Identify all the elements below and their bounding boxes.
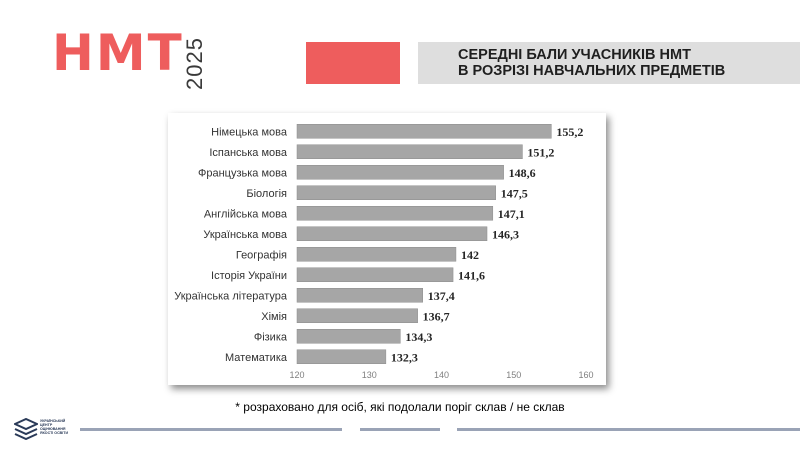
value-label: 147,1 [498,207,525,221]
header-title-box: СЕРЕДНІ БАЛИ УЧАСНИКІВ НМТ В РОЗРІЗІ НАВ… [418,42,800,84]
value-label: 137,4 [428,289,455,303]
category-label: Хімія [261,311,287,323]
category-label: Англійська мова [204,208,288,220]
org-name: УКРАЇНСЬКИЙ ЦЕНТР ОЦІНЮВАННЯ ЯКОСТІ ОСВІ… [40,419,69,435]
category-label: Українська література [174,290,288,302]
value-label: 141,6 [458,268,485,282]
accent-block [306,42,400,84]
category-label: Українська мова [203,229,288,241]
category-label: Географія [236,249,287,261]
x-tick-label: 140 [434,370,449,380]
header-title-line2: В РОЗРІЗІ НАВЧАЛЬНИХ ПРЕДМЕТІВ [458,63,726,79]
x-tick-label: 120 [289,370,304,380]
x-tick-label: 130 [362,370,377,380]
footer-divider-left [80,428,342,431]
footer-divider-right [457,428,800,431]
value-label: 155,2 [556,125,583,139]
bar-chart: Німецька мова 155,2 Іспанська мова 151,2 Фра… [174,124,594,380]
value-label: 151,2 [527,145,554,159]
category-label: Іспанська мова [209,147,288,159]
value-label: 132,3 [391,350,418,364]
category-label: Фізика [254,331,288,343]
bar [296,349,387,364]
header-title-line1: СЕРЕДНІ БАЛИ УЧАСНИКІВ НМТ [458,47,691,63]
value-label: 136,7 [423,309,450,323]
category-label: Математика [225,352,288,364]
category-label: Німецька мова [211,126,288,138]
bar [296,144,523,159]
footnote: * розраховано для осіб, які подолали пор… [235,400,565,414]
value-label: 134,3 [405,330,432,344]
value-label: 142 [461,248,479,262]
bar [296,267,454,282]
bar [296,185,496,200]
footer-divider-middle [360,428,440,431]
bar [296,165,504,180]
bar [296,247,457,262]
category-label: Біологія [246,188,287,200]
value-label: 146,3 [492,227,519,241]
bar [296,329,401,344]
chart-card: Німецька мова 155,2 Іспанська мова 151,2 Фра… [168,113,606,385]
brand-title: НМТ [52,24,184,82]
bar [296,288,423,303]
category-label: Французька мова [198,167,288,179]
brand-year: 2025 [182,37,207,90]
bar [296,206,494,221]
bar [296,226,488,241]
bar [296,308,418,323]
x-tick-label: 150 [506,370,521,380]
org-logo-icon [14,418,38,440]
value-label: 148,6 [509,166,536,180]
value-label: 147,5 [501,186,528,200]
bar [296,124,552,139]
x-tick-label: 160 [578,370,593,380]
category-label: Історія України [211,270,287,282]
